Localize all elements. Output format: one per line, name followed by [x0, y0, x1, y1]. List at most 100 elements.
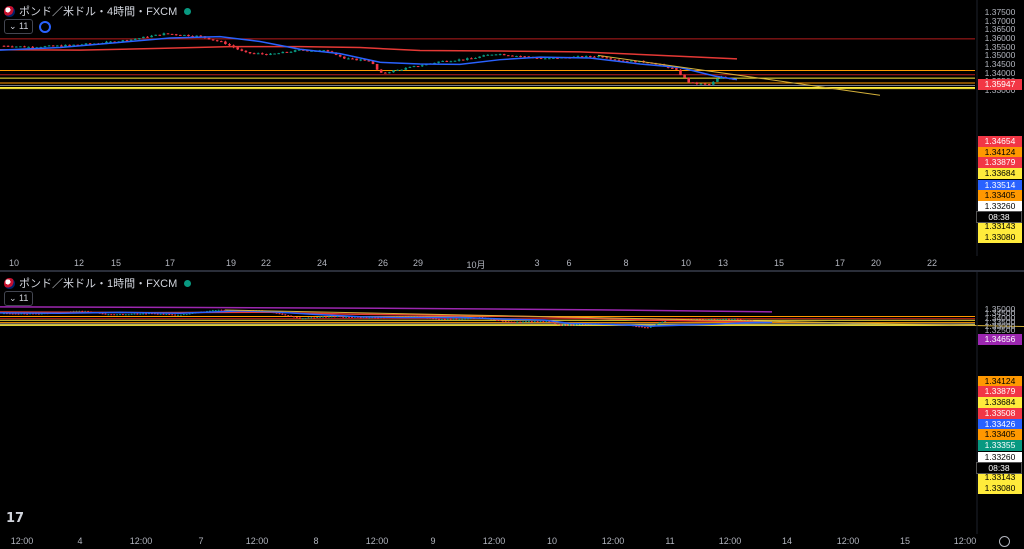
price-label: 1.33260 [978, 201, 1022, 212]
candle-body [525, 321, 527, 323]
candle-body [187, 34, 190, 37]
price-label: 1.33426 [978, 419, 1022, 430]
candle-body [551, 321, 554, 323]
candle-body [27, 46, 30, 48]
candle-body [511, 55, 514, 57]
candle-body [179, 34, 182, 36]
candle-body [64, 44, 67, 47]
candle-body [371, 61, 375, 65]
price-label: 1.34124 [978, 376, 1022, 387]
candle-body [733, 318, 736, 320]
candle-body [671, 67, 674, 69]
price-label: 1.33260 [978, 452, 1022, 463]
indicator-toggle-1h[interactable]: ⌄ 11 [4, 291, 34, 306]
indicator-row-4h: ⌄ 11 [4, 19, 52, 34]
candle-body [142, 36, 145, 39]
indicator-count-1h: 11 [19, 293, 29, 303]
price-label: 1.33879 [978, 386, 1022, 397]
candle-body [513, 321, 516, 323]
candle-body [121, 40, 125, 42]
candle-body [571, 324, 574, 326]
price-label: 1.34654 [978, 136, 1022, 147]
price-axis-tick: 1.36000 [984, 33, 1016, 43]
candle-body [223, 309, 226, 311]
candle-body [453, 60, 457, 62]
price-axis-tick: 1.35000 [984, 304, 1016, 314]
candle-body [278, 313, 281, 315]
candle-body [661, 321, 664, 323]
time-axis-tick: 10月 [466, 260, 486, 270]
candle-body [679, 69, 682, 75]
chart-pane-1h[interactable]: ポンド／米ドル・1時間・FXCM ⌄ 11 1.35000 1.34500 1.34… [0, 272, 1024, 549]
candle-body [494, 54, 498, 56]
candle-body [170, 33, 174, 35]
candle-body [84, 43, 88, 45]
candle-body [565, 324, 568, 326]
candle-body [105, 41, 108, 44]
candle-body [433, 62, 436, 64]
price-axis-tick: 1.34500 [984, 308, 1016, 319]
candle-body [474, 57, 477, 59]
candle-body [14, 313, 17, 315]
candle-body [638, 326, 641, 328]
price-axis-tick: 1.33000 [984, 321, 1016, 332]
symbol-header-1h[interactable]: ポンド／米ドル・1時間・FXCM [4, 275, 192, 291]
candle-body [3, 313, 5, 315]
candle-body [368, 317, 371, 319]
chart-canvas-1h[interactable] [0, 272, 1024, 549]
candle-body [580, 56, 584, 58]
candle-body [437, 61, 440, 63]
candle-body [712, 81, 715, 85]
price-axis-tick: 1.36500 [984, 24, 1016, 35]
ma-blue-line [0, 35, 738, 81]
candle-body [719, 319, 722, 321]
candle-body [284, 314, 287, 316]
candle-body [313, 317, 316, 319]
candle-body [466, 58, 469, 60]
candle-body [416, 66, 420, 68]
candle-body [211, 39, 215, 41]
candle-body [72, 44, 75, 46]
candle-body [185, 314, 188, 316]
candle-body [536, 321, 539, 323]
candle-body [162, 33, 166, 36]
candle-body [43, 46, 47, 48]
candle-body [404, 67, 408, 70]
candle-body [482, 55, 485, 57]
chart-canvas-4h[interactable] [0, 0, 1024, 270]
candle-body [510, 321, 513, 323]
trend-line [224, 309, 1024, 328]
candle-body [343, 56, 346, 59]
candle-body [217, 309, 220, 311]
price-label: 1.35947 [978, 79, 1022, 90]
tradingview-logo[interactable]: 17 [6, 511, 25, 526]
candle-body [649, 326, 652, 328]
candle-body [348, 316, 351, 318]
indicator-toggle-4h[interactable]: ⌄ 11 [4, 19, 34, 34]
candle-body [461, 318, 464, 320]
candle-body [392, 70, 395, 73]
candle-body [214, 310, 217, 312]
candle-body [101, 313, 104, 315]
time-axis-tick: 12:00 [10, 536, 34, 546]
candle-body [228, 43, 231, 46]
candle-body [605, 57, 608, 59]
chart-pane-4h[interactable]: ポンド／米ドル・4時間・FXCM ⌄ 11 1.37500 1.37000 1.36… [0, 0, 1024, 270]
price-axis-tick: 1.32500 [984, 325, 1016, 336]
gear-icon[interactable] [999, 536, 1010, 547]
candle-body [248, 52, 252, 54]
candle-body [725, 318, 728, 320]
candle-body [504, 320, 507, 322]
candle-body [81, 310, 84, 312]
candle-body [269, 53, 272, 55]
candle-body [641, 326, 643, 328]
symbol-header-4h[interactable]: ポンド／米ドル・4時間・FXCM [4, 3, 192, 19]
pane-divider[interactable] [0, 270, 1024, 272]
candle-body [713, 318, 716, 320]
candle-body [130, 313, 133, 315]
candle-body [19, 46, 22, 48]
candle-body [11, 313, 14, 315]
indicator-status-icon[interactable] [39, 20, 52, 33]
candle-body [574, 324, 577, 326]
candle-body [568, 324, 571, 326]
